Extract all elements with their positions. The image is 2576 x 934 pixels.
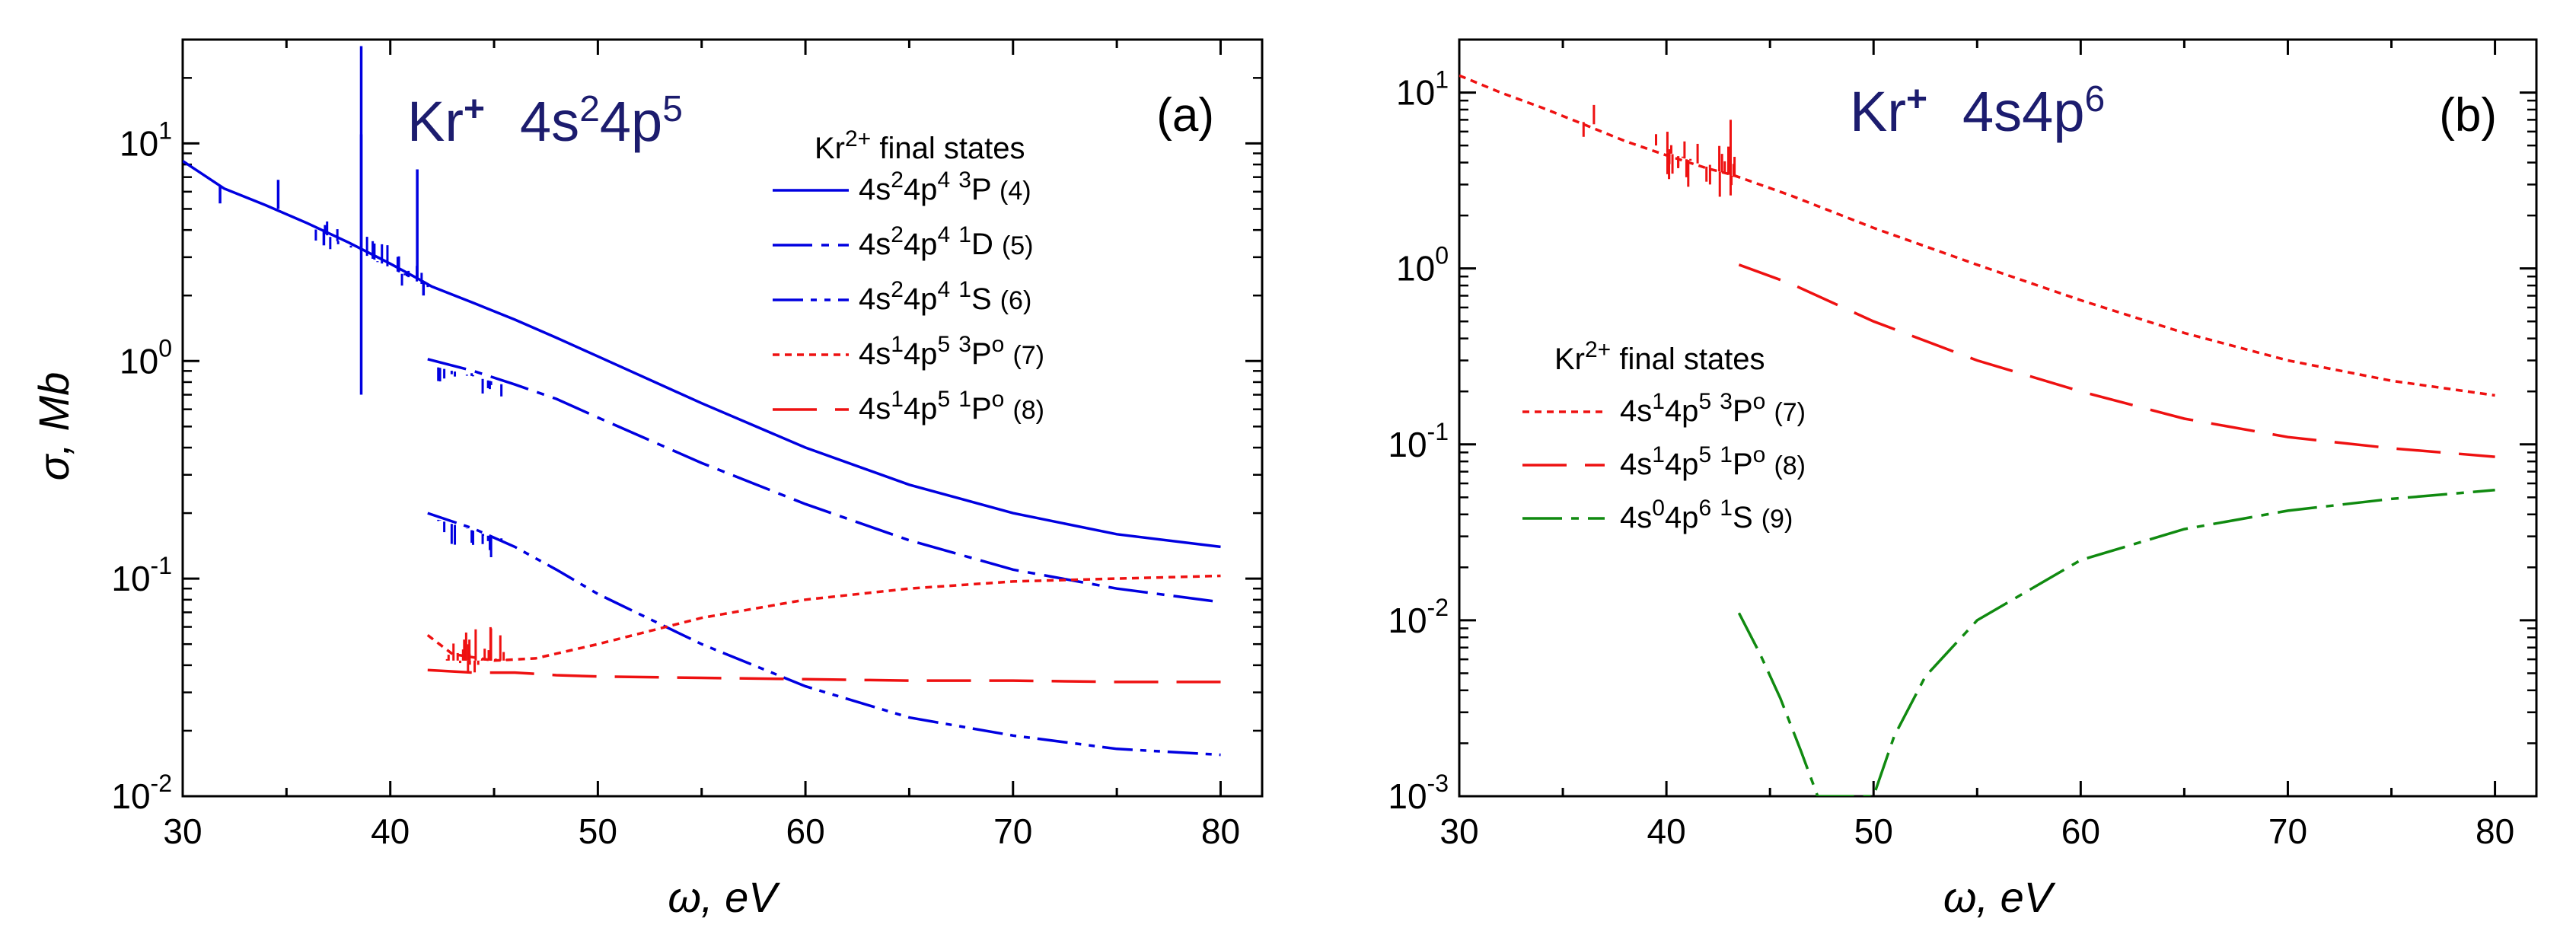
series-line: [1459, 74, 2495, 397]
x-tick-label: 40: [1647, 811, 1686, 851]
ion-label: Kr+ 4s24p5: [407, 89, 683, 154]
x-tick-label: 80: [1201, 811, 1240, 851]
resonance-structure: [218, 46, 508, 674]
legend-entry-label: 4s14p5 3Po (7): [1620, 389, 1806, 429]
x-tick-label: 30: [1439, 811, 1478, 851]
series-line: [183, 160, 1221, 549]
y-tick-label: 10-3: [1388, 770, 1449, 816]
series-line: [427, 668, 1221, 684]
plot-frame: [181, 38, 1264, 798]
x-tick-label: 50: [579, 811, 617, 851]
series-line: [427, 358, 1221, 604]
y-tick-label: 100: [120, 334, 172, 381]
y-axis-title: σ, Mb: [30, 372, 78, 481]
legend: Kr2+ final states 4s14p5 3Po (7) 4s14p5 1P…: [1522, 337, 1806, 535]
x-tick-label: 30: [163, 811, 202, 851]
legend-entry-label: 4s24p4 1S (6): [859, 277, 1031, 317]
series-line: [426, 574, 1221, 662]
y-tick-label: 10-2: [1388, 594, 1449, 640]
legend-entry-label: 4s24p4 1D (5): [859, 222, 1034, 262]
legend-entry-label: 4s14p5 3Po (7): [859, 332, 1044, 371]
legend-title: Kr2+ final states: [1554, 337, 1765, 377]
x-tick-label: 60: [786, 811, 824, 851]
x-tick-label: 70: [993, 811, 1032, 851]
x-axis-title: ω, eV: [668, 873, 780, 921]
legend-entry-label: 4s14p5 1Po (8): [859, 387, 1044, 426]
y-tick-label: 100: [1396, 242, 1449, 288]
legend-entry-label: 4s24p4 3P (4): [859, 167, 1031, 207]
panel-label: (b): [2439, 89, 2497, 142]
y-tick-label: 10-1: [111, 552, 172, 598]
legend-entry-label: 4s14p5 1Po (8): [1620, 442, 1806, 482]
y-tick-label: 101: [1396, 66, 1449, 113]
y-tick-label: 101: [120, 116, 172, 163]
x-tick-label: 40: [371, 811, 410, 851]
ion-label: Kr+ 4s4p6: [1850, 79, 2105, 144]
series-line: [1738, 263, 2495, 458]
legend-title: Kr2+ final states: [815, 126, 1025, 166]
series-line: [1737, 489, 2495, 796]
chart-panel-b: 30 40 50 60 70 80 101 100 10-1 10-2 10-3 ω, eV Kr+ 4s…: [1388, 38, 2538, 921]
resonance-structure: [1582, 104, 1736, 197]
y-tick-label: 10-2: [111, 770, 172, 816]
x-tick-label: 60: [2061, 811, 2100, 851]
panel-label: (a): [1156, 89, 1214, 142]
chart-panel-a: 30 40 50 60 70 80 101 100 10-1 10-2 ω, eV σ, Mb Kr+ 4…: [30, 38, 1264, 921]
legend-entry-label: 4s04p6 1S (9): [1620, 496, 1793, 535]
x-tick-label: 70: [2268, 811, 2307, 851]
y-tick-label: 10-1: [1388, 418, 1449, 464]
series-line: [427, 512, 1221, 757]
x-tick-label: 50: [1854, 811, 1893, 851]
plot-frame: [1458, 38, 2538, 798]
x-axis-title: ω, eV: [1943, 873, 2056, 921]
x-tick-label: 80: [2476, 811, 2514, 851]
